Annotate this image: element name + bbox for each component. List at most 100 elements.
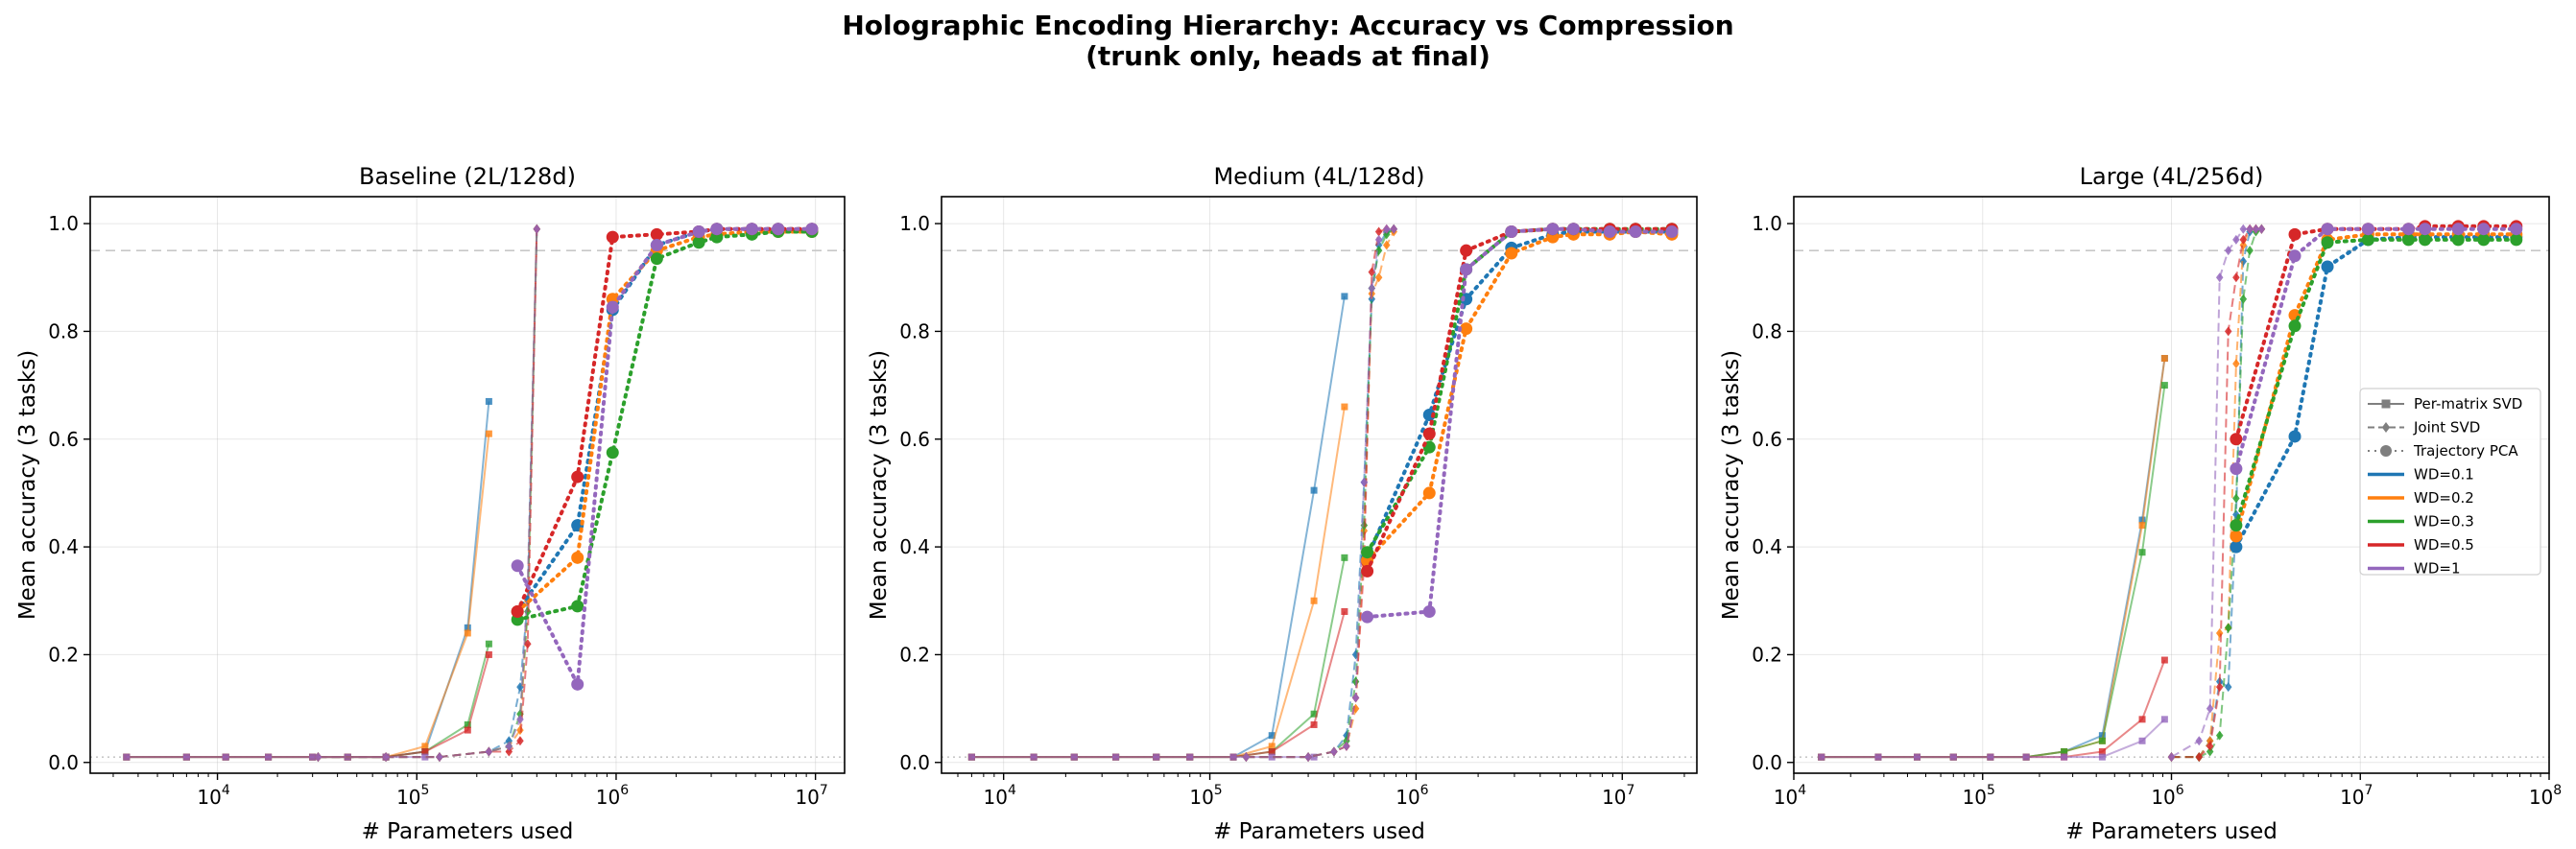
x-tick-label: 106 <box>1395 783 1428 809</box>
series-per-matrix-svd-wd1 <box>1818 716 2168 761</box>
data-point <box>650 239 663 252</box>
y-axis-label: Mean accuracy (3 tasks) <box>15 350 40 620</box>
data-point <box>1914 753 1921 761</box>
x-tick-exponent: 7 <box>1627 783 1635 798</box>
data-point <box>2138 522 2146 530</box>
data-point <box>571 677 584 691</box>
data-point <box>1341 293 1348 300</box>
x-tick-label: 107 <box>1602 783 1634 809</box>
x-tick-label: 104 <box>1774 783 1806 809</box>
legend-label: WD=0.3 <box>2414 513 2474 531</box>
data-point <box>571 470 584 483</box>
data-point <box>2224 326 2232 337</box>
data-point <box>571 600 584 613</box>
x-tick-label: 105 <box>1189 783 1222 809</box>
data-point <box>1268 748 1276 756</box>
data-point <box>1242 752 1251 763</box>
series-trajectory-pca-wd03 <box>2230 233 2523 532</box>
data-point <box>309 753 317 761</box>
data-point <box>464 726 471 734</box>
data-point <box>650 227 663 241</box>
y-axis-label: Mean accuracy (3 tasks) <box>1719 350 1744 620</box>
series-line <box>318 228 538 759</box>
data-point <box>1268 753 1276 761</box>
data-point <box>2510 223 2523 236</box>
data-point <box>2230 519 2243 532</box>
data-point <box>1360 477 1369 487</box>
data-point <box>1112 753 1120 761</box>
legend: Per-matrix SVD Joint SVD Trajectory PCA WD=… <box>2359 388 2541 578</box>
series-line <box>2171 227 2262 759</box>
figure-title-line1: Holographic Encoding Hierarchy: Accuracy… <box>842 10 1733 41</box>
x-tick-base: 10 <box>1602 786 1626 809</box>
data-point <box>2098 748 2106 756</box>
legend-label: Per-matrix SVD <box>2414 395 2522 413</box>
y-tick-label: 1.0 <box>899 212 930 235</box>
data-point <box>1310 720 1318 728</box>
plot-area <box>942 197 1697 773</box>
series-joint-svd-wd1 <box>2167 224 2266 763</box>
y-axis-ticks: 0.0 0.2 0.4 0.6 0.8 1.0 <box>48 212 90 774</box>
data-point <box>2224 682 2232 693</box>
data-point <box>2239 294 2248 304</box>
legend-label: WD=0.2 <box>2414 489 2474 507</box>
data-point <box>2215 730 2224 741</box>
x-tick-label: 107 <box>2340 783 2373 809</box>
data-point <box>2288 430 2302 443</box>
data-point <box>1460 322 1473 336</box>
data-point <box>485 746 493 757</box>
x-tick-base: 10 <box>1774 786 1798 809</box>
x-tick-exponent: 7 <box>820 783 828 798</box>
data-point <box>511 604 524 618</box>
data-point <box>1422 486 1436 500</box>
y-tick-label: 0.6 <box>899 428 930 451</box>
x-tick-label: 106 <box>596 783 629 809</box>
data-point <box>123 753 131 761</box>
data-point <box>1361 564 1374 578</box>
x-tick-base: 10 <box>1189 786 1213 809</box>
y-tick-label: 0.8 <box>899 319 930 342</box>
data-point <box>182 753 190 761</box>
data-point <box>2361 233 2374 247</box>
x-tick-base: 10 <box>197 786 221 809</box>
data-point <box>2419 223 2432 236</box>
data-point <box>2215 272 2224 283</box>
data-point <box>2061 753 2068 761</box>
x-tick-base: 10 <box>2340 786 2364 809</box>
data-point <box>265 753 273 761</box>
x-axis-ticks: 104 105 106 107 <box>112 773 828 809</box>
legend-label: WD=0.5 <box>2414 536 2474 554</box>
data-point <box>516 736 524 746</box>
x-tick-label: 104 <box>983 783 1015 809</box>
data-point <box>2232 234 2240 245</box>
series-trajectory-pca-wd1 <box>2230 223 2523 476</box>
data-point <box>1030 753 1038 761</box>
data-point <box>1153 753 1160 761</box>
series-line <box>2171 227 2262 759</box>
y-tick-label: 0.4 <box>899 535 930 558</box>
x-tick-exponent: 6 <box>2176 783 2184 798</box>
data-point <box>2246 224 2254 234</box>
x-tick-exponent: 4 <box>1798 783 1806 798</box>
data-point <box>2160 656 2168 664</box>
y-tick-label: 0.4 <box>48 535 79 558</box>
data-point <box>2401 223 2415 236</box>
x-tick-label: 104 <box>197 783 229 809</box>
data-point <box>2195 752 2204 763</box>
series-group <box>1818 220 2523 763</box>
data-point <box>2401 233 2415 247</box>
data-point <box>524 639 532 649</box>
data-point <box>2510 233 2523 247</box>
data-point <box>2246 246 2254 256</box>
y-tick-label: 0.6 <box>1752 428 1782 451</box>
data-point <box>2419 233 2432 247</box>
y-tick-label: 1.0 <box>48 212 79 235</box>
data-point <box>1460 244 1473 257</box>
data-point <box>511 559 524 573</box>
x-tick-exponent: 6 <box>1420 783 1429 798</box>
x-tick-base: 10 <box>1395 786 1419 809</box>
x-tick-label: 108 <box>2529 783 2562 809</box>
figure-title-line2: (trunk only, heads at final) <box>1085 40 1491 72</box>
